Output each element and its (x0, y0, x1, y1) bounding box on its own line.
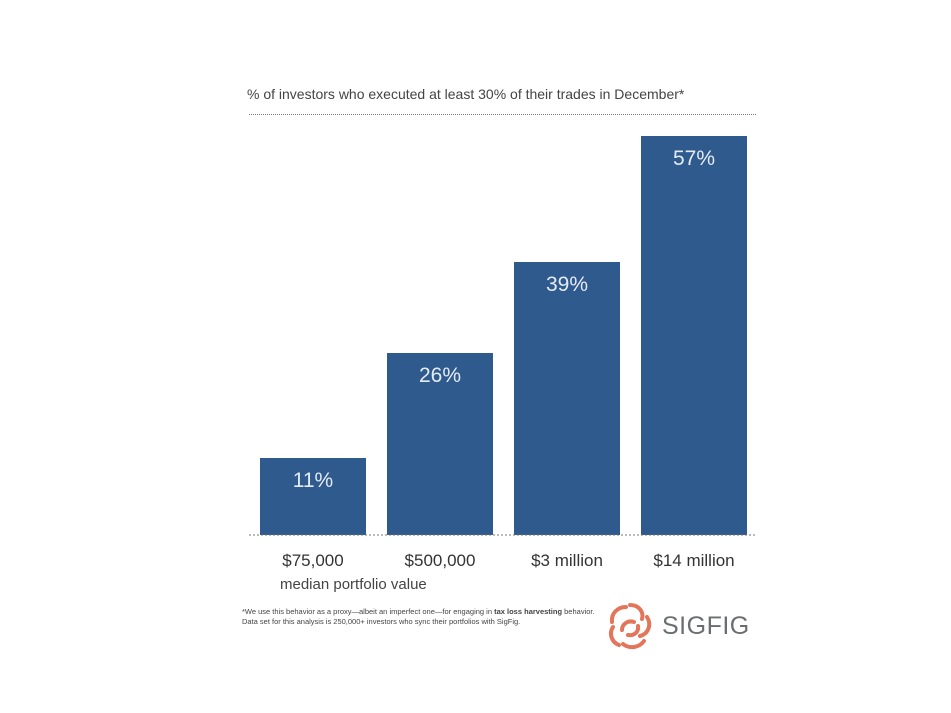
bar-3 (641, 136, 747, 535)
bars-group: 11% 26% 39% 57% (260, 136, 747, 535)
sigfig-logo: SIGFIG (606, 600, 750, 652)
chart-title: % of investors who executed at least 30%… (247, 86, 685, 102)
footnote: *We use this behavior as a proxy—albeit … (242, 607, 602, 627)
bar-0 (260, 458, 366, 535)
category-label-0: $75,000 (282, 551, 343, 570)
x-axis-label: median portfolio value (280, 576, 427, 593)
bar-2 (514, 262, 620, 535)
category-label-3: $14 million (653, 551, 734, 570)
bar-value-label-1: 26% (419, 364, 461, 387)
top-dotted-rule (249, 114, 756, 115)
footnote-dataset-note: Data set for this analysis is 250,000+ i… (242, 617, 521, 626)
bar-1 (387, 353, 493, 535)
footnote-text-2: behavior. (562, 607, 595, 616)
category-label-1: $500,000 (405, 551, 476, 570)
bar-value-label-3: 57% (673, 147, 715, 170)
category-labels-group: $75,000 $500,000 $3 million $14 million (282, 551, 734, 570)
footnote-bold-term: tax loss harvesting (494, 607, 563, 616)
bar-value-label-2: 39% (546, 273, 588, 296)
logo-wordmark: SIGFIG (662, 611, 750, 640)
footnote-text-1: *We use this behavior as a proxy—albeit … (242, 607, 495, 616)
bar-value-label-0: 11% (293, 469, 333, 492)
sigfig-logo-icon (609, 603, 652, 650)
category-label-2: $3 million (531, 551, 603, 570)
